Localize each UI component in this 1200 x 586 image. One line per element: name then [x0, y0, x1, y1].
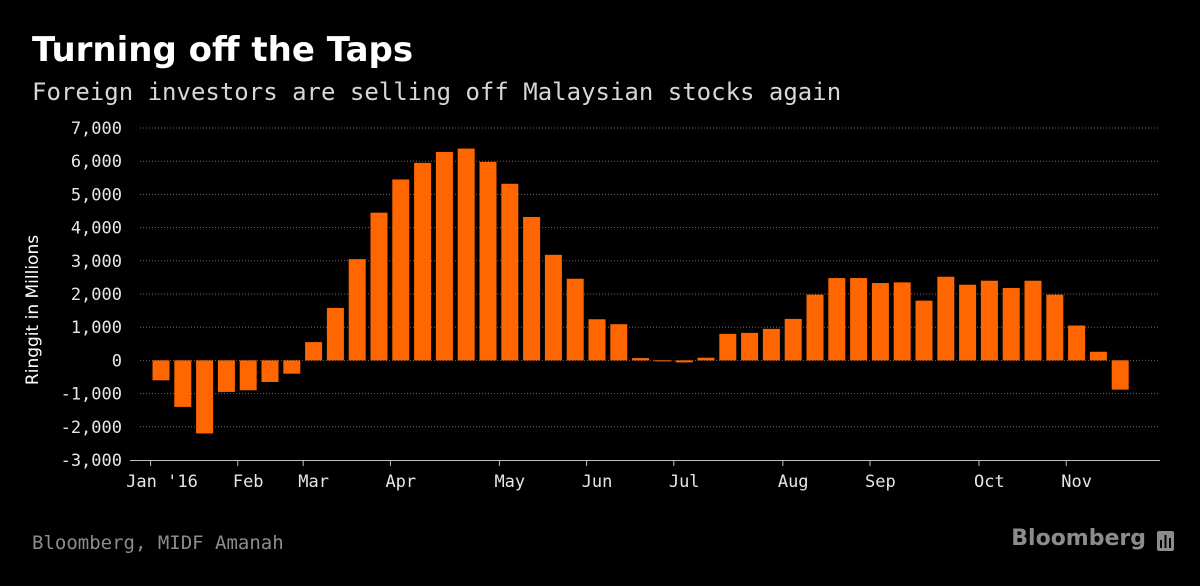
bar: [871, 283, 889, 361]
bar: [523, 216, 541, 361]
bar: [784, 318, 802, 361]
bar: [1024, 280, 1042, 361]
bar: [283, 360, 301, 374]
y-tick-label: -2,000: [61, 418, 122, 438]
bar: [544, 254, 562, 361]
bar: [174, 360, 192, 407]
y-tick-label: -1,000: [61, 385, 122, 405]
x-tick-label: Jul: [669, 472, 700, 492]
axes: 7,000 6,000 5,000 4,000 3,000 2,000 1,000 0 -1,0…: [61, 119, 1160, 492]
y-tick-label: 7,000: [71, 119, 122, 139]
bar: [850, 278, 868, 361]
bar: [370, 212, 388, 361]
x-tick-label: Oct: [974, 472, 1005, 492]
x-tick-label: Nov: [1061, 472, 1092, 492]
bar: [697, 357, 715, 361]
bar: [1002, 288, 1020, 361]
bar: [348, 259, 366, 361]
bar: [806, 294, 824, 361]
bar: [980, 280, 998, 361]
y-tick-label: 6,000: [71, 152, 122, 172]
bar: [893, 282, 911, 361]
x-tick-label: Aug: [778, 472, 809, 492]
bar: [937, 276, 955, 361]
bar: [1046, 294, 1064, 361]
bar: [566, 278, 584, 361]
y-tick-label: 5,000: [71, 185, 122, 205]
source-note: Bloomberg, MIDF Amanah: [32, 532, 284, 554]
y-tick-label: -3,000: [61, 451, 122, 471]
bar: [501, 183, 519, 361]
bar: [1111, 360, 1129, 390]
x-tick-label: May: [494, 472, 525, 492]
bar: [457, 148, 475, 361]
bar: [632, 358, 650, 361]
y-tick-label: 4,000: [71, 219, 122, 239]
gridlines: [140, 127, 1160, 428]
bar: [1089, 351, 1107, 361]
chart-title: Turning off the Taps: [32, 30, 414, 70]
bar: [196, 360, 214, 434]
bloomberg-chart-icon: [1157, 531, 1174, 551]
bar: [261, 360, 279, 382]
bar: [217, 360, 235, 392]
bar: [392, 179, 410, 361]
bar: [414, 162, 432, 361]
x-tick-label: Sep: [865, 472, 896, 492]
bar: [239, 360, 257, 391]
x-tick-label: Apr: [385, 472, 416, 492]
bar: [959, 284, 977, 361]
bar: [719, 333, 737, 361]
bar: [326, 307, 344, 361]
bar: [152, 360, 170, 381]
bar: [588, 319, 606, 361]
chart-subtitle: Foreign investors are selling off Malays…: [32, 78, 842, 106]
bar: [435, 151, 453, 361]
bars: [152, 148, 1129, 434]
y-tick-label: 1,000: [71, 318, 122, 338]
bar: [675, 360, 693, 363]
bar: [479, 161, 497, 361]
y-axis-label: Ringgit in Millions: [23, 235, 43, 385]
bar: [915, 300, 933, 361]
x-tick-label: Jun: [582, 472, 613, 492]
bar: [653, 360, 671, 362]
bar: [828, 278, 846, 361]
y-tick-label: 3,000: [71, 252, 122, 272]
y-tick-label: 0: [112, 351, 122, 371]
x-tick-label: Jan '16: [126, 472, 198, 492]
bar: [762, 328, 780, 361]
bar: [610, 324, 628, 361]
x-tick-label: Feb: [233, 472, 264, 492]
bar: [741, 332, 759, 361]
brand-logo: Bloomberg: [1011, 526, 1146, 551]
x-tick-label: Mar: [298, 472, 329, 492]
y-tick-label: 2,000: [71, 285, 122, 305]
bar: [1068, 325, 1086, 361]
bar: [305, 342, 323, 361]
